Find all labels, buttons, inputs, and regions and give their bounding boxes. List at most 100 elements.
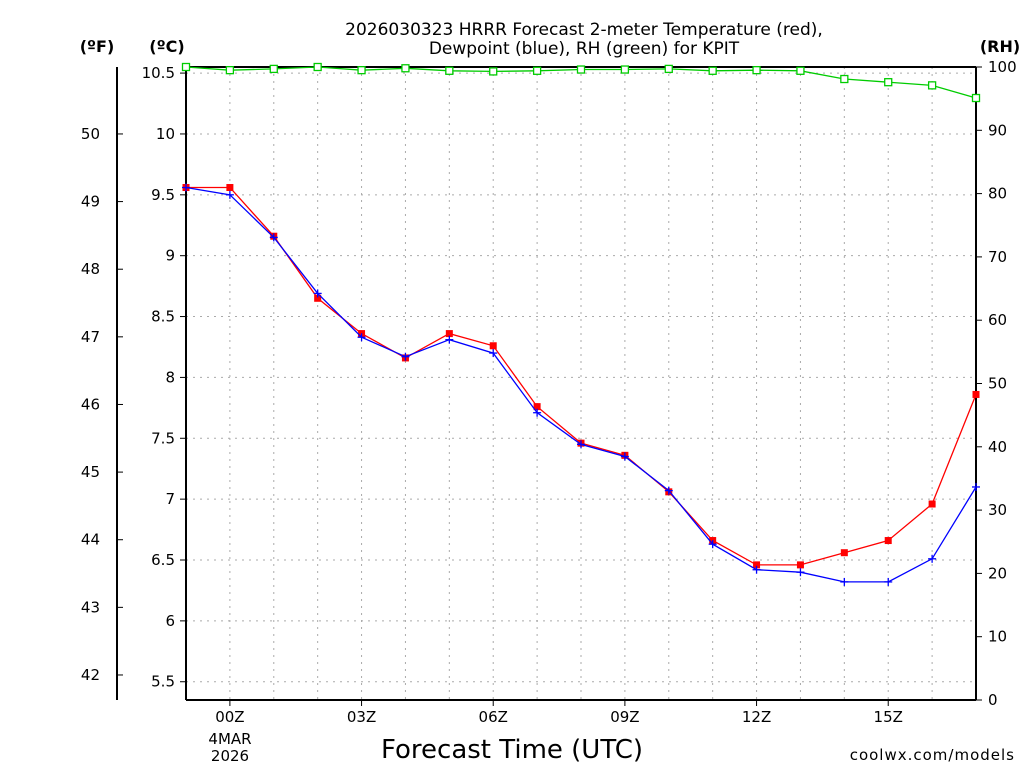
x-tick-label: 00Z [215,708,244,726]
rh-point [181,62,191,72]
chart-title-line-2: Dewpoint (blue), RH (green) for KPIT [429,39,740,59]
fahrenheit-tick-label: 49 [81,193,100,211]
rh-point [971,93,981,103]
temperature-point [314,294,322,302]
dewpoint-point [445,335,454,344]
celsius-tick-label: 8 [165,368,175,386]
rh-point [752,66,761,75]
dewpoint-point [840,577,849,586]
rh-tick-label: 70 [988,248,1007,266]
x-tick-label: 03Z [347,708,376,726]
temperature-point [840,549,848,557]
rh-point [840,74,849,84]
axes [116,66,977,701]
rh-point [357,66,366,75]
fahrenheit-tick-label: 45 [81,463,100,481]
x-tick-label: 09Z [610,708,639,726]
celsius-tick-label: 10 [156,125,175,143]
dewpoint-point [401,352,410,361]
fahrenheit-tick-label: 44 [81,531,100,549]
credit-label: coolwx.com/models [850,746,1015,764]
dewpoint-point [269,233,278,242]
temperature-point [796,561,804,569]
dewpoint-point [620,452,629,461]
rh-point [269,64,278,74]
temperature-point [226,184,234,192]
dewpoint-point [313,289,322,298]
dewpoint-point [489,349,498,358]
temperature-point [884,537,892,545]
chart-title-line-1: 2026030323 HRRR Forecast 2-meter Tempera… [345,20,823,40]
temperature-point [533,403,541,411]
rh-point [796,66,805,75]
rh-tick-label: 90 [988,121,1007,139]
temperature-point [753,561,761,569]
x-axis-label: Forecast Time (UTC) [381,735,643,765]
x-tick-label: 12Z [742,708,771,726]
dewpoint-point [928,554,937,563]
celsius-tick-label: 6.5 [151,551,175,569]
dewpoint-point [533,408,542,417]
rh-tick-label: 0 [988,691,998,709]
celsius-unit-label: (ºC) [149,37,184,56]
date-label-year: 2026 [211,747,249,765]
rh-tick-label: 40 [988,438,1007,456]
rh-tick-label: 60 [988,311,1007,329]
rh-point [489,67,498,76]
celsius-tick-label: 9 [165,247,175,265]
rh-point [313,62,322,72]
dewpoint-point [972,482,980,491]
temperature-point [928,500,936,508]
dewpoint-point [796,568,805,577]
rh-tick-label: 80 [988,185,1007,203]
celsius-tick-label: 6 [165,612,175,630]
x-tick-label: 15Z [874,708,903,726]
dewpoint-point [182,183,190,192]
fahrenheit-tick-label: 43 [81,598,100,616]
dewpoint-point [577,440,585,449]
rh-unit-label: (RH) [980,37,1020,56]
rh-tick-label: 30 [988,501,1007,519]
temperature-point [972,390,980,398]
dewpoint-point [752,565,761,574]
celsius-tick-label: 10.5 [142,64,175,82]
celsius-tick-label: 7 [165,490,175,508]
data-series [181,62,981,586]
dewpoint-point [225,190,234,199]
rh-tick-label: 100 [988,58,1017,76]
celsius-tick-label: 8.5 [151,308,175,326]
dewpoint-point [708,540,717,549]
celsius-tick-label: 5.5 [151,673,175,691]
rh-point [620,65,630,74]
fahrenheit-unit-label: (ºF) [80,37,115,56]
x-tick-label: 06Z [479,708,508,726]
fahrenheit-tick-label: 50 [81,125,100,143]
rh-point [445,66,454,75]
dewpoint-point [357,333,366,342]
fahrenheit-tick-label: 42 [81,666,100,684]
rh-point [664,64,673,74]
rh-tick-label: 50 [988,375,1007,393]
temperature-point [489,342,497,350]
dewpoint-point [664,486,673,495]
rh-point [708,66,717,75]
rh-point [884,78,893,87]
rh-point [532,66,542,75]
rh-point [401,64,410,73]
celsius-tick-label: 9.5 [151,186,175,204]
rh-point [576,65,586,74]
celsius-tick-label: 7.5 [151,429,175,447]
dewpoint-point [884,577,893,586]
date-label-month: 4MAR [208,730,251,748]
rh-point [225,66,235,75]
fahrenheit-tick-label: 47 [81,328,100,346]
fahrenheit-tick-label: 48 [81,260,100,278]
tick-labels: 5.5 6 6.5 7 7.5 8 8.5 9 9.5 10 10.5 42 43 44 45 46 47 48 4… [81,58,1017,726]
gridlines [186,67,976,700]
rh-tick-label: 20 [988,564,1007,582]
rh-tick-label: 10 [988,628,1007,646]
rh-point [927,81,937,90]
temperature-point [445,330,453,338]
fahrenheit-tick-label: 46 [81,395,100,413]
